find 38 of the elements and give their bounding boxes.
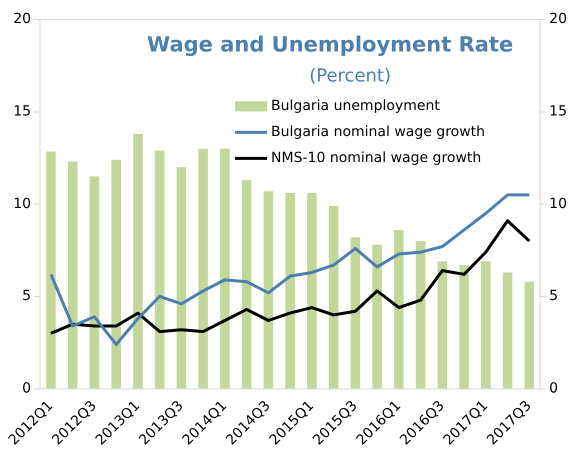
y-tick-label: 0 xyxy=(22,380,32,396)
legend-label: NMS-10 nominal wage growth xyxy=(271,150,482,166)
bar xyxy=(394,230,404,388)
bar xyxy=(481,261,491,388)
y2-tick-label: 0 xyxy=(549,380,558,396)
bar xyxy=(198,148,208,388)
y2-tick-label: 20 xyxy=(549,11,568,28)
bar xyxy=(46,151,56,388)
y-tick-label: 10 xyxy=(13,196,32,212)
bar xyxy=(176,167,186,388)
bar xyxy=(90,176,100,388)
y-tick-label: 5 xyxy=(22,288,32,304)
y-tick-label: 15 xyxy=(13,103,32,120)
bar xyxy=(350,237,360,388)
bar xyxy=(111,160,121,388)
bar xyxy=(328,206,338,388)
y2-tick-label: 15 xyxy=(549,103,568,120)
bar xyxy=(242,180,252,388)
bar xyxy=(264,191,274,388)
bar xyxy=(220,148,230,388)
bar xyxy=(438,261,448,388)
bar xyxy=(133,134,143,388)
text: (Percent) xyxy=(309,65,392,86)
bar xyxy=(285,193,295,388)
bar xyxy=(416,241,426,388)
legend-label: Bulgaria nominal wage growth xyxy=(271,124,486,140)
bar xyxy=(502,272,512,388)
legend-label: Bulgaria unemployment xyxy=(271,98,440,114)
y-tick-label: 20 xyxy=(13,11,32,28)
y2-tick-label: 5 xyxy=(549,288,558,304)
bar xyxy=(459,265,469,388)
bar xyxy=(68,162,78,388)
text: Wage and Unemployment Rate xyxy=(147,32,514,56)
y2-tick-label: 10 xyxy=(549,196,568,212)
bar xyxy=(154,150,164,388)
bar xyxy=(524,282,534,388)
bar xyxy=(372,244,382,388)
bar xyxy=(307,193,317,388)
